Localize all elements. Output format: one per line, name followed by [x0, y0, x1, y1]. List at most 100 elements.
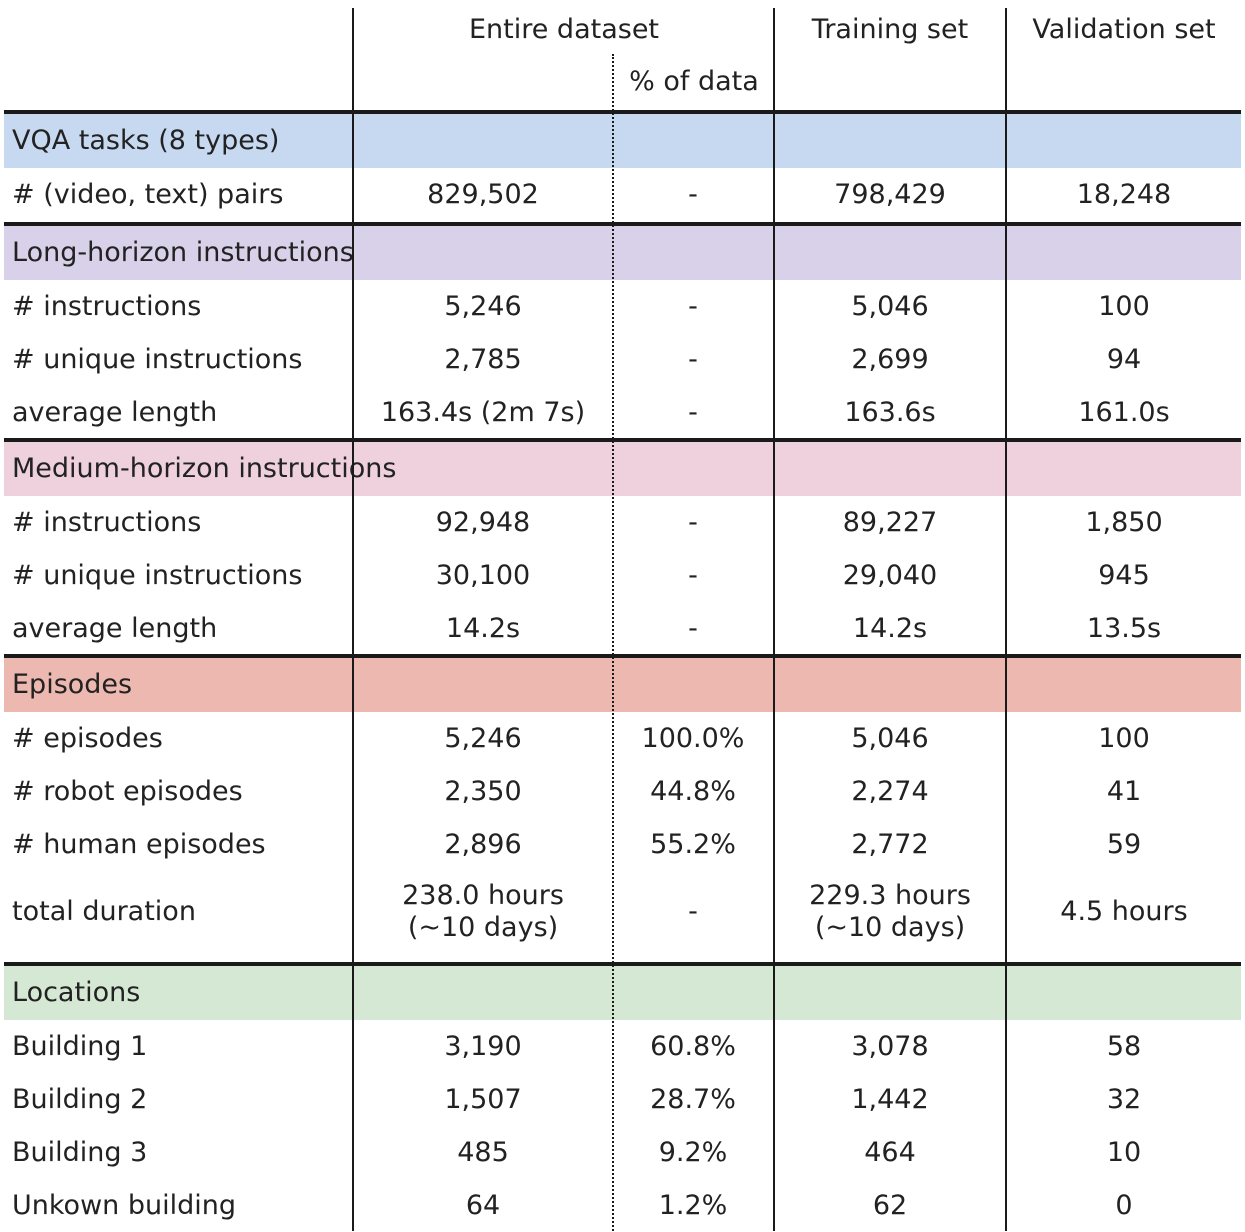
entire-dataset-value: 92,948 [435, 506, 531, 538]
table-row: Building 1 3,190 60.8% 3,078 58 [0, 1020, 1245, 1073]
section-separator [4, 654, 1241, 658]
section-separator [4, 962, 1241, 966]
section-background [4, 966, 1241, 1020]
percent-of-data-value: - [688, 290, 698, 322]
percent-of-data-value: 100.0% [641, 722, 745, 754]
header-training-set: Training set [811, 14, 969, 45]
table-row: # human episodes 2,896 55.2% 2,772 59 [0, 818, 1245, 871]
table-row: # (video, text) pairs 829,502 - 798,429 18,2… [0, 168, 1245, 221]
percent-of-data-value: - [688, 612, 698, 644]
entire-dataset-value: 2,785 [444, 343, 522, 375]
row-label: # unique instructions [12, 343, 303, 375]
table-row: Building 3 485 9.2% 464 10 [0, 1126, 1245, 1179]
training-set-value: 29,040 [842, 559, 938, 591]
entire-dataset-value: 14.2s [445, 612, 521, 644]
validation-set-value: 1,850 [1085, 506, 1163, 538]
section-background [4, 442, 1241, 496]
table-row: # instructions 5,246 - 5,046 100 [0, 280, 1245, 333]
section-background [4, 226, 1241, 280]
header-validation-set: Validation set [1032, 14, 1216, 45]
entire-dataset-value: 2,350 [444, 775, 522, 807]
table-row: # unique instructions 30,100 - 29,040 945 [0, 549, 1245, 602]
table-row: average length 14.2s - 14.2s 13.5s [0, 602, 1245, 655]
row-label: # episodes [12, 722, 163, 754]
section-separator [4, 222, 1241, 226]
percent-of-data-value: - [688, 343, 698, 375]
row-label: total duration [12, 895, 196, 927]
table-row: Building 2 1,507 28.7% 1,442 32 [0, 1073, 1245, 1126]
validation-set-value: 32 [1106, 1083, 1142, 1115]
row-label: # instructions [12, 290, 202, 322]
percent-of-data-value: 44.8% [650, 775, 736, 807]
percent-of-data-value: 9.2% [658, 1136, 728, 1168]
row-label: Building 3 [12, 1136, 148, 1168]
training-set-value: 3,078 [851, 1030, 929, 1062]
validation-set-value: 58 [1106, 1030, 1142, 1062]
entire-dataset-value: 485 [457, 1136, 509, 1168]
row-label: # (video, text) pairs [12, 178, 284, 210]
percent-of-data-value: 55.2% [650, 828, 736, 860]
percent-of-data-value: - [688, 178, 698, 210]
table-row: # instructions 92,948 - 89,227 1,850 [0, 496, 1245, 549]
entire-dataset-value: 5,246 [444, 722, 522, 754]
training-set-value: 2,699 [851, 343, 929, 375]
validation-set-value: 10 [1106, 1136, 1142, 1168]
validation-set-value: 41 [1106, 775, 1142, 807]
table-row: average length 163.4s (2m 7s) - 163.6s 161.0… [0, 386, 1245, 439]
training-set-value: 229.3 hours (~10 days) [809, 879, 971, 943]
entire-dataset-value: 30,100 [435, 559, 531, 591]
row-label: Unkown building [12, 1189, 236, 1221]
validation-set-value: 18,248 [1076, 178, 1172, 210]
table-row: total duration 238.0 hours (~10 days) - 229.… [0, 871, 1245, 952]
training-set-value: 89,227 [842, 506, 938, 538]
training-set-value: 5,046 [851, 290, 929, 322]
validation-set-value: 0 [1115, 1189, 1133, 1221]
entire-dataset-value: 163.4s (2m 7s) [380, 396, 586, 428]
section-title: Long-horizon instructions [12, 237, 354, 269]
validation-set-value: 945 [1098, 559, 1150, 591]
section-header-row: Locations [0, 966, 1245, 1020]
section-separator [4, 110, 1241, 114]
row-label: Building 1 [12, 1030, 148, 1062]
column-divider [352, 8, 354, 1231]
validation-set-value: 59 [1106, 828, 1142, 860]
training-set-value: 2,772 [851, 828, 929, 860]
row-label: # unique instructions [12, 559, 303, 591]
column-divider [1005, 8, 1007, 1231]
dotted-column-divider [612, 54, 614, 1231]
training-set-value: 62 [872, 1189, 908, 1221]
training-set-value: 1,442 [851, 1083, 929, 1115]
training-set-value: 798,429 [834, 178, 946, 210]
row-label: # instructions [12, 506, 202, 538]
row-label: Building 2 [12, 1083, 148, 1115]
validation-set-value: 94 [1106, 343, 1142, 375]
validation-set-value: 13.5s [1086, 612, 1162, 644]
section-title: Episodes [12, 669, 133, 701]
table-row: Unkown building 64 1.2% 62 0 [0, 1179, 1245, 1232]
section-header-row: VQA tasks (8 types) [0, 114, 1245, 168]
entire-dataset-value: 5,246 [444, 290, 522, 322]
section-header-row: Long-horizon instructions [0, 226, 1245, 280]
validation-set-value: 4.5 hours [1060, 895, 1188, 927]
section-title: Locations [12, 977, 141, 1009]
header-entire-dataset: Entire dataset [468, 14, 660, 45]
percent-of-data-value: 60.8% [650, 1030, 736, 1062]
section-separator [4, 438, 1241, 442]
training-set-value: 163.6s [844, 396, 936, 428]
section-title: Medium-horizon instructions [12, 453, 397, 485]
table-row: # unique instructions 2,785 - 2,699 94 [0, 333, 1245, 386]
header-percent-of-data: % of data [629, 66, 759, 97]
entire-dataset-value: 829,502 [427, 178, 539, 210]
entire-dataset-value: 64 [465, 1189, 501, 1221]
entire-dataset-value: 238.0 hours (~10 days) [402, 879, 564, 943]
entire-dataset-value: 2,896 [444, 828, 522, 860]
row-label: average length [12, 396, 218, 428]
table-row: # episodes 5,246 100.0% 5,046 100 [0, 712, 1245, 765]
row-label: # robot episodes [12, 775, 243, 807]
validation-set-value: 161.0s [1078, 396, 1170, 428]
section-header-row: Episodes [0, 658, 1245, 712]
percent-of-data-value: - [688, 559, 698, 591]
row-label: average length [12, 612, 218, 644]
entire-dataset-value: 3,190 [444, 1030, 522, 1062]
